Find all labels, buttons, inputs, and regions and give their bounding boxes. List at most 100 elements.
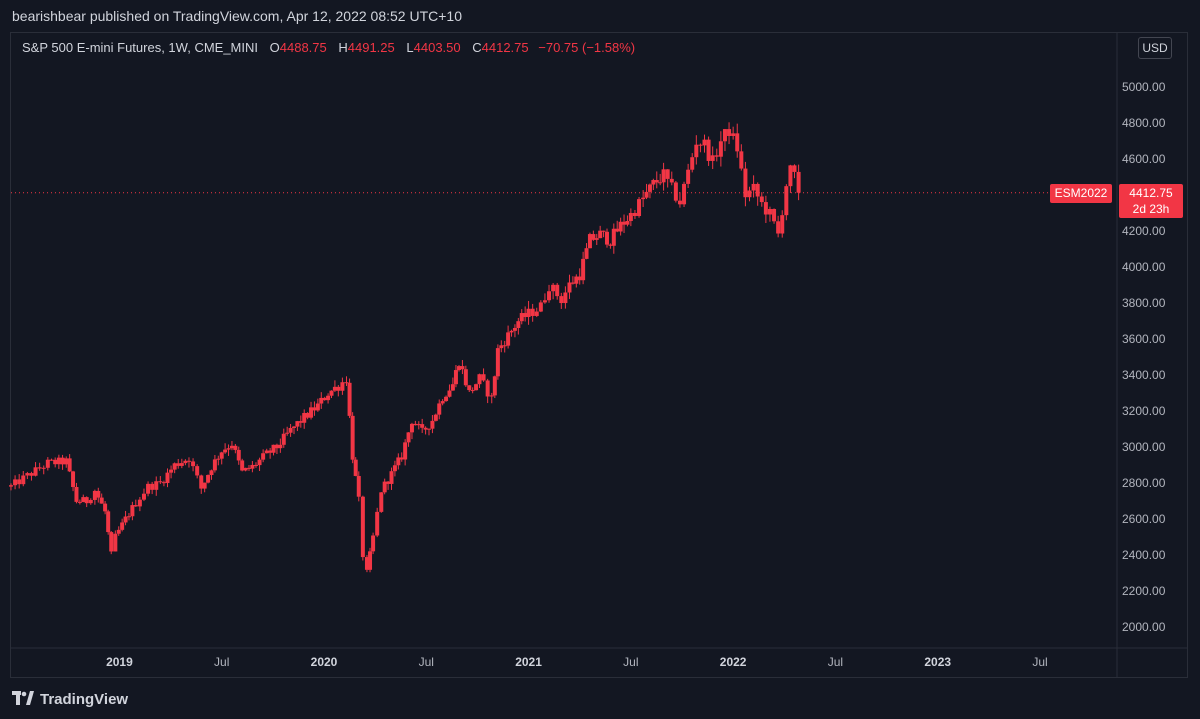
candle-body — [233, 445, 238, 450]
candle-body — [350, 415, 355, 460]
candle-body — [784, 186, 789, 216]
candle-body — [309, 407, 314, 418]
candle-body — [253, 464, 258, 466]
candle-body — [628, 212, 633, 221]
last-price-badge: 4412.75 2d 23h — [1119, 184, 1183, 218]
candle-body — [113, 533, 118, 552]
candle-body — [60, 457, 65, 465]
candle-body — [13, 479, 18, 486]
footer: TradingView — [0, 680, 1200, 719]
candle-body — [9, 485, 13, 487]
candle-body — [460, 366, 465, 370]
candle-body — [172, 463, 177, 470]
candle-body — [440, 401, 445, 404]
candle-body — [682, 183, 687, 205]
candle-body — [271, 444, 276, 453]
candle-body — [622, 221, 627, 225]
tradingview-logo-icon[interactable] — [12, 690, 34, 709]
candle-body — [285, 432, 290, 434]
candle-body — [288, 427, 293, 433]
candle-body — [587, 234, 592, 249]
y-tick-label: 2000.00 — [1122, 620, 1166, 634]
candle-body — [430, 420, 435, 429]
candle-body — [447, 390, 452, 397]
candle-body — [641, 197, 646, 200]
publish-header: bearishbear published on TradingView.com… — [0, 0, 1200, 32]
candle-body — [710, 155, 715, 161]
candle-body — [559, 296, 564, 304]
candle-body — [240, 460, 245, 471]
candle-body — [64, 458, 69, 465]
candle-body — [305, 412, 310, 418]
brand-name[interactable]: TradingView — [40, 691, 129, 708]
candle-body — [574, 276, 579, 284]
candle-body — [714, 155, 719, 157]
candle-body — [706, 139, 711, 161]
last-price-value: 4412.75 — [1129, 186, 1173, 200]
candle-body — [601, 230, 606, 232]
candle-body — [37, 467, 42, 469]
candle-body — [56, 457, 61, 465]
candle-body — [563, 292, 568, 304]
candle-body — [477, 374, 482, 385]
candle-body — [103, 503, 108, 512]
candle-body — [530, 308, 535, 316]
x-tick-label: Jul — [419, 655, 434, 669]
candle-body — [644, 191, 649, 198]
candle-body — [120, 522, 125, 530]
candle-body — [67, 458, 72, 472]
candle-body — [433, 414, 438, 421]
candle-body — [661, 169, 666, 183]
candle-body — [437, 403, 442, 415]
candle-body — [396, 457, 401, 466]
candle-body — [158, 481, 163, 483]
candle-body — [654, 180, 659, 183]
x-tick-label: Jul — [214, 655, 229, 669]
candle-body — [219, 452, 224, 459]
candle-body — [485, 380, 490, 397]
candle-body — [179, 463, 184, 466]
candle-body — [694, 144, 699, 158]
candle-body — [474, 384, 479, 391]
candle-body — [371, 535, 376, 552]
candle-body — [481, 374, 486, 381]
x-tick-label: 2019 — [106, 655, 133, 669]
candle-body — [403, 442, 408, 460]
candle-body — [470, 390, 475, 392]
candle-body — [392, 465, 397, 472]
candle-body — [88, 499, 93, 504]
x-tick-label: 2021 — [515, 655, 542, 669]
chart-frame[interactable] — [10, 32, 1188, 678]
candle-body — [409, 423, 414, 433]
candle-body — [739, 151, 744, 169]
candle-body — [229, 445, 234, 449]
candle-body — [499, 345, 504, 349]
candle-body — [106, 511, 111, 533]
candle-body — [608, 244, 613, 246]
candle-body — [718, 141, 723, 157]
candle-body — [126, 516, 131, 518]
candle-body — [364, 557, 369, 570]
candle-body — [332, 386, 337, 391]
y-tick-label: 4600.00 — [1122, 152, 1166, 166]
price-chart[interactable]: 2000.00 2200.00 2400.00 2600.00 2800.00 3000.… — [0, 0, 1200, 680]
symbol-description[interactable]: S&P 500 E-mini Futures, 1W, CME_MINI — [22, 40, 258, 55]
candle-body — [216, 458, 221, 460]
candle-body — [360, 496, 365, 558]
candle-body — [243, 467, 248, 471]
candle-body — [130, 505, 135, 517]
candle-body — [615, 228, 620, 232]
candle-body — [389, 471, 394, 484]
candle-body — [74, 486, 79, 502]
candle-body — [17, 479, 22, 485]
candle-body — [673, 182, 678, 201]
candle-body — [457, 366, 462, 371]
currency-button[interactable]: USD — [1138, 37, 1172, 59]
candle-body — [677, 200, 682, 205]
candle-body — [542, 300, 547, 303]
candle-body — [489, 395, 494, 397]
change-value: −70.75 (−1.58%) — [538, 40, 636, 55]
candle-body — [747, 190, 752, 198]
candle-body — [261, 453, 266, 460]
candle-body — [212, 459, 217, 471]
